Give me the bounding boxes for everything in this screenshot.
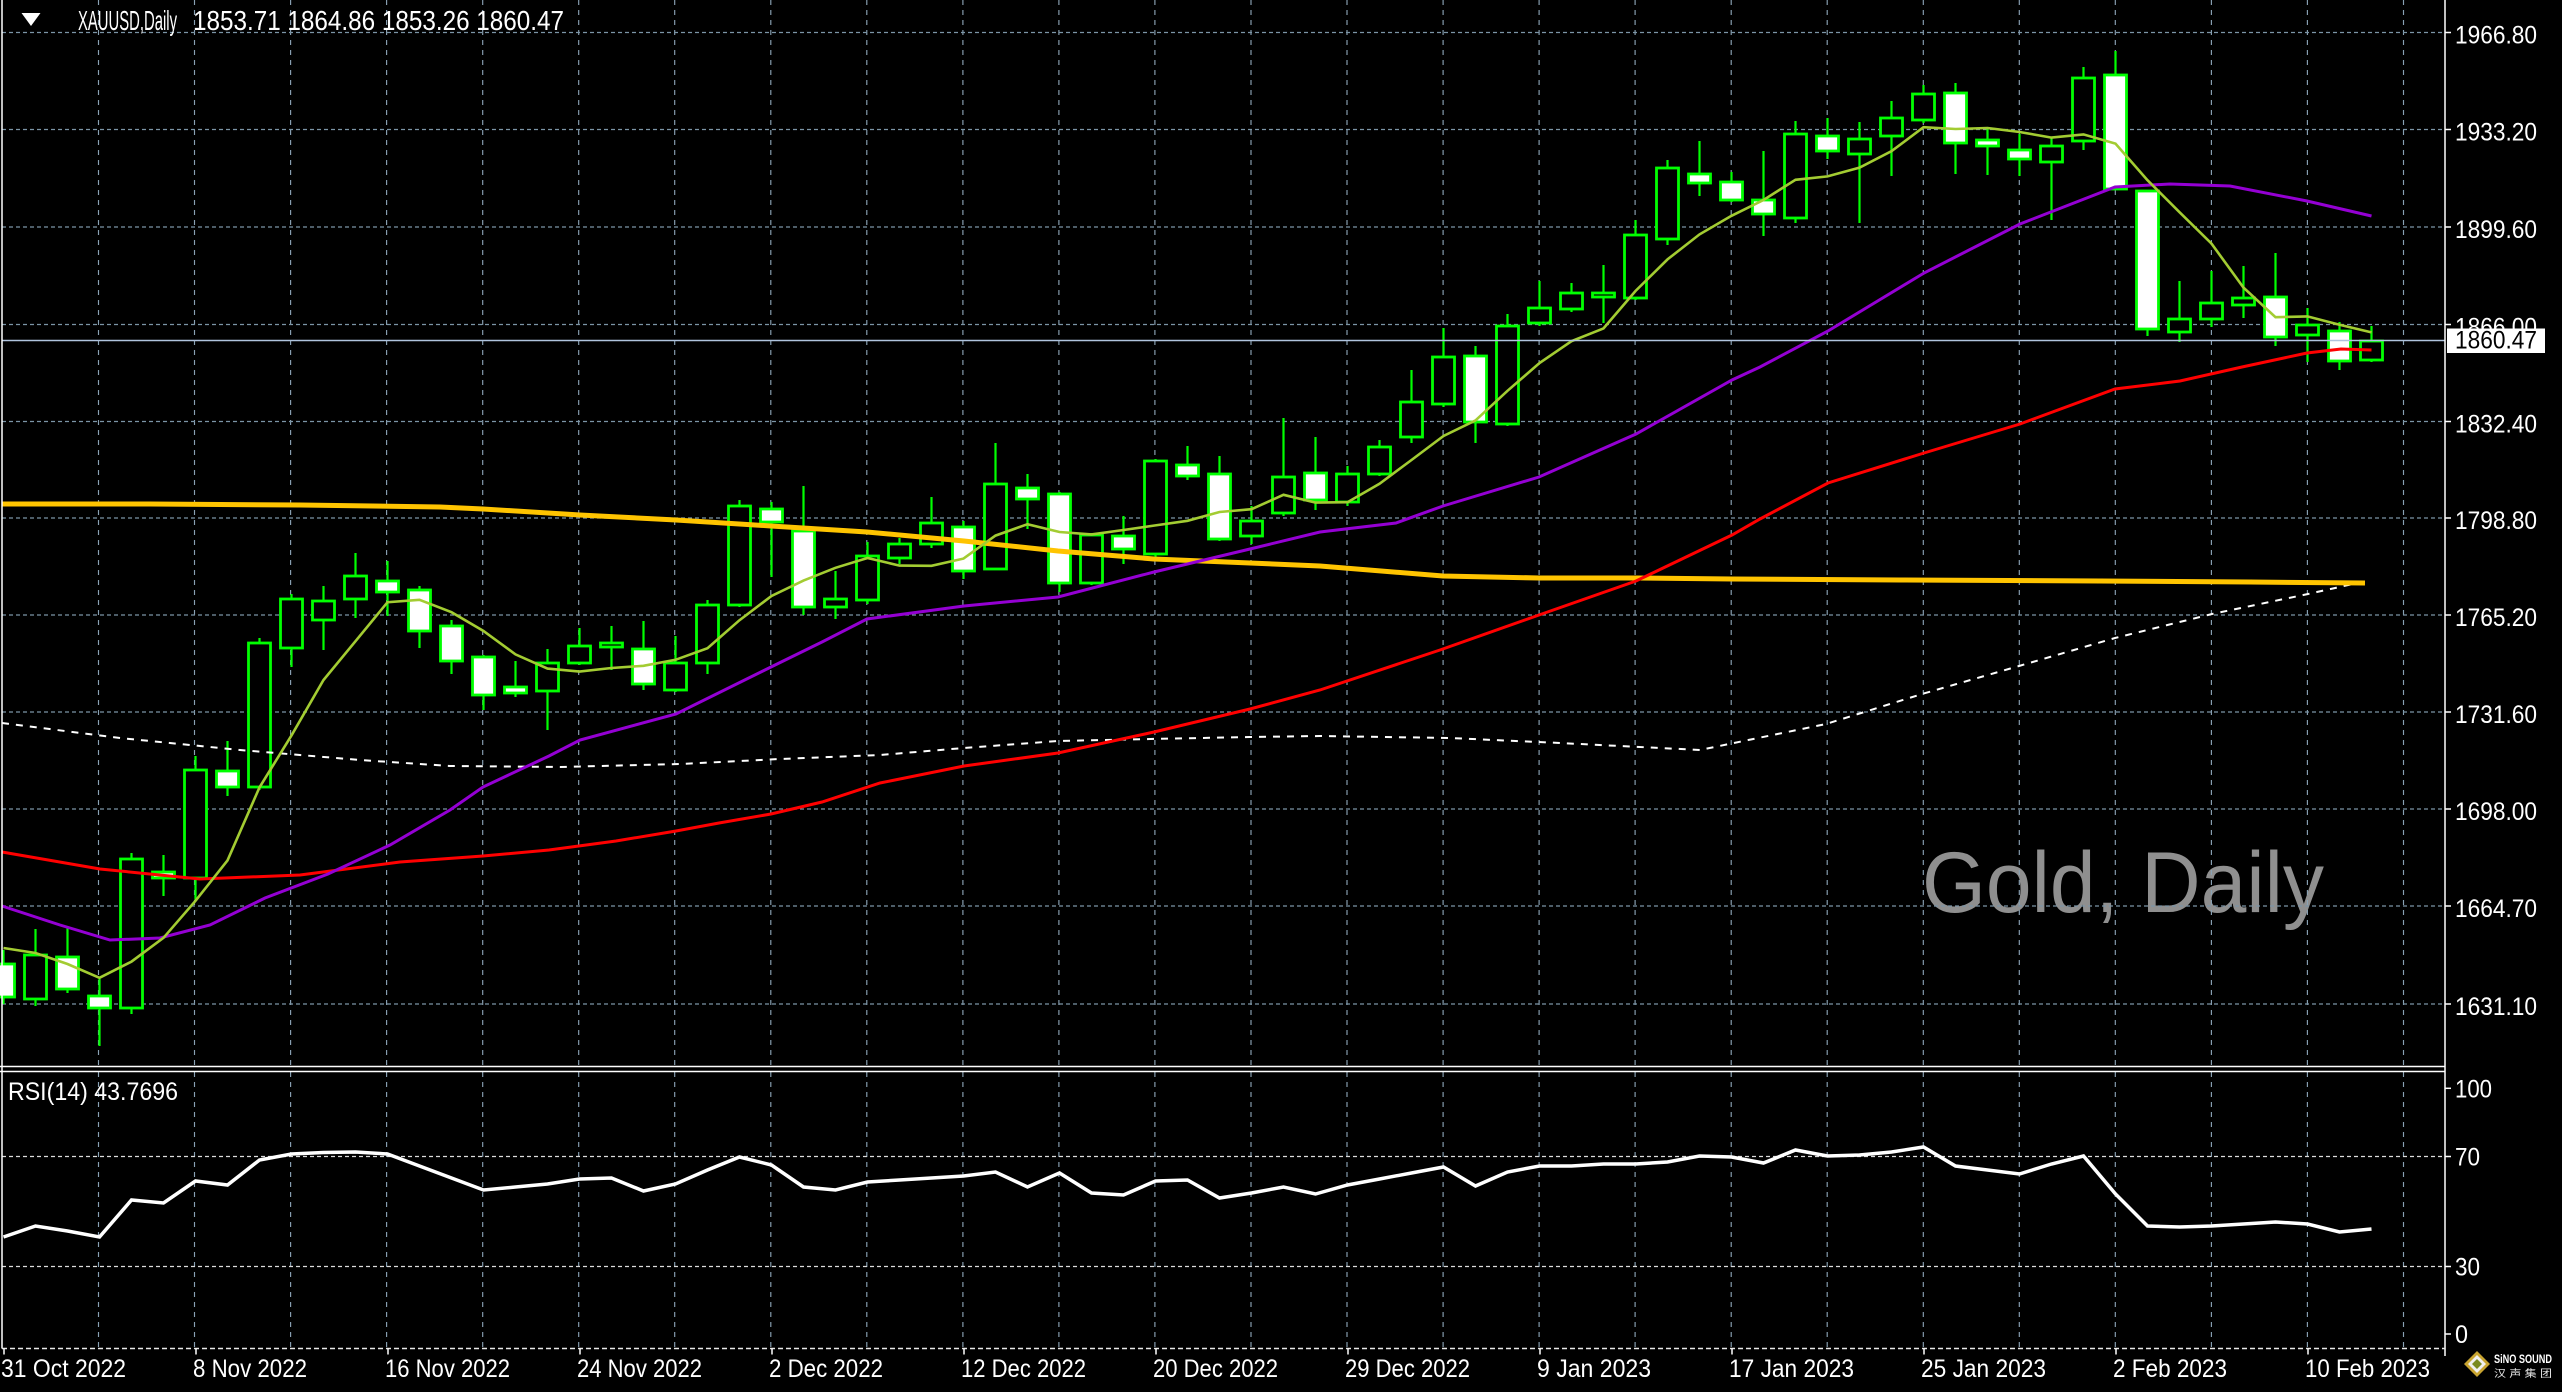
svg-text:30: 30 <box>2455 1254 2480 1282</box>
svg-text:17 Jan 2023: 17 Jan 2023 <box>1729 1355 1854 1383</box>
svg-text:1853.71 1864.86 1853.26 1860.4: 1853.71 1864.86 1853.26 1860.47 <box>193 5 564 36</box>
svg-text:25 Jan 2023: 25 Jan 2023 <box>1921 1355 2046 1383</box>
svg-text:8 Nov 2022: 8 Nov 2022 <box>193 1355 307 1383</box>
svg-text:29 Dec 2022: 29 Dec 2022 <box>1345 1355 1470 1383</box>
svg-text:1731.60: 1731.60 <box>2455 701 2537 729</box>
svg-text:2 Dec 2022: 2 Dec 2022 <box>769 1355 883 1383</box>
svg-text:9 Jan 2023: 9 Jan 2023 <box>1537 1355 1651 1383</box>
svg-text:1832.40: 1832.40 <box>2455 411 2537 439</box>
svg-text:0: 0 <box>2455 1321 2468 1349</box>
svg-text:1933.20: 1933.20 <box>2455 119 2537 147</box>
svg-text:1899.60: 1899.60 <box>2455 216 2537 244</box>
svg-text:2 Feb 2023: 2 Feb 2023 <box>2113 1355 2227 1383</box>
svg-text:1860.47: 1860.47 <box>2455 327 2537 355</box>
svg-text:汉 声 集 团: 汉 声 集 团 <box>2494 1367 2552 1380</box>
svg-text:RSI(14) 43.7696: RSI(14) 43.7696 <box>8 1078 178 1106</box>
svg-text:16 Nov 2022: 16 Nov 2022 <box>385 1355 510 1383</box>
svg-text:1765.20: 1765.20 <box>2455 604 2537 632</box>
svg-text:24 Nov 2022: 24 Nov 2022 <box>577 1355 702 1383</box>
svg-text:1798.80: 1798.80 <box>2455 507 2537 535</box>
svg-text:1631.10: 1631.10 <box>2455 993 2537 1021</box>
svg-text:Gold, Daily: Gold, Daily <box>1922 835 2324 931</box>
svg-text:1698.00: 1698.00 <box>2455 798 2537 826</box>
svg-text:20 Dec 2022: 20 Dec 2022 <box>1153 1355 1278 1383</box>
svg-text:70: 70 <box>2455 1144 2480 1172</box>
svg-text:1966.80: 1966.80 <box>2455 22 2537 50</box>
svg-text:12 Dec 2022: 12 Dec 2022 <box>961 1355 1086 1383</box>
svg-text:1664.70: 1664.70 <box>2455 895 2537 923</box>
svg-text:SiNO SOUND: SiNO SOUND <box>2494 1352 2552 1366</box>
svg-text:10 Feb 2023: 10 Feb 2023 <box>2305 1355 2430 1383</box>
svg-text:31 Oct 2022: 31 Oct 2022 <box>1 1355 126 1383</box>
svg-text:100: 100 <box>2455 1075 2492 1103</box>
svg-text:XAUUSD,Daily: XAUUSD,Daily <box>78 5 177 36</box>
